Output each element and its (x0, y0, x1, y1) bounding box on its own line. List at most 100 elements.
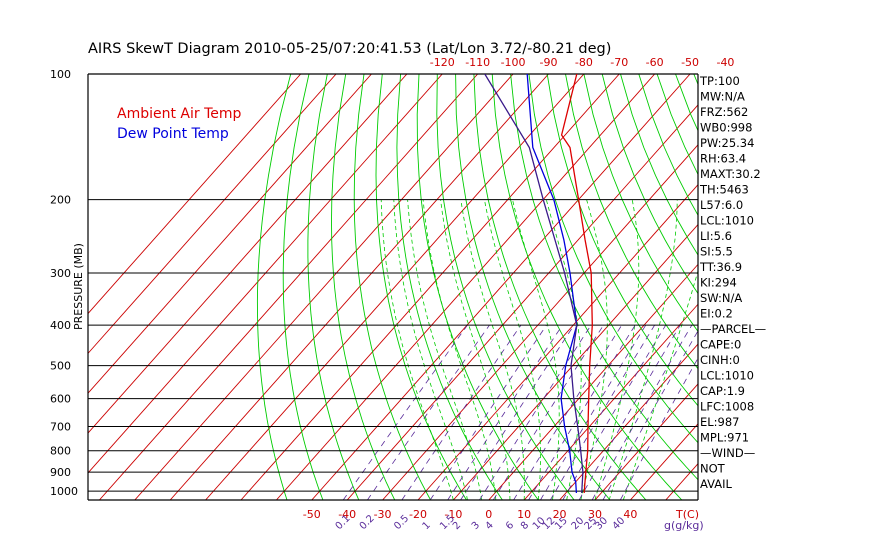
isotherm-line (594, 383, 698, 500)
moist-adiabat-line (484, 199, 541, 500)
dry-adiabat-line (416, 74, 539, 500)
isobars (87, 73, 699, 501)
index-value: CINH:0 (700, 353, 740, 367)
mixing-ratio-label: 6 (504, 520, 516, 532)
index-value: SI:5.5 (700, 245, 733, 259)
isotherm-line (276, 74, 656, 500)
top-temp-tick-label: -50 (681, 56, 699, 69)
mixing-ratio-label: 2 (451, 520, 463, 532)
series-line-ambient-air-temp (560, 74, 593, 494)
dry-adiabat-line (601, 74, 698, 295)
moist-adiabat-line (622, 269, 698, 500)
index-value: PW:25.34 (700, 136, 754, 150)
mixing-ratio-line (460, 324, 575, 500)
dry-adiabat-line (491, 74, 683, 500)
mixing-ratio-line (619, 357, 698, 500)
mixing-ratio-line (367, 324, 490, 500)
top-temp-tick-label: -60 (646, 56, 664, 69)
dry-adiabat-line (396, 74, 503, 500)
index-value: EL:987 (700, 415, 740, 429)
mixing-ratio-line (562, 324, 667, 500)
dry-adiabat-line (528, 74, 698, 444)
index-value: —WIND— (700, 446, 755, 460)
dry-adiabat-line (767, 74, 870, 500)
top-temp-tick-label: -90 (539, 56, 557, 69)
mixing-ratio-line (540, 324, 647, 500)
mixing-ratio-line (591, 324, 693, 500)
moist-adiabat-line (580, 199, 608, 500)
index-value: LCL:1010 (700, 214, 754, 228)
mixing-ratio-line (479, 324, 592, 500)
labels: AIRS SkewT Diagram 2010-05-25/07:20:41.5… (72, 41, 704, 532)
mixing-ratio-line (602, 330, 698, 500)
bottom-temp-tick-label: -30 (374, 508, 392, 521)
index-value: AVAIL (700, 477, 733, 491)
index-value: WB0:998 (700, 121, 752, 135)
mixing-ratio-line (429, 324, 547, 500)
pressure-tick-label: 1000 (50, 485, 78, 498)
isotherm-line (88, 74, 443, 474)
top-temp-tick-label: -100 (501, 56, 526, 69)
dry-adiabat-line (620, 74, 698, 256)
isotherm-line (88, 74, 337, 355)
dry-adiabat-line (804, 74, 870, 500)
series-line-dew-point-temp (526, 74, 578, 494)
dry-adiabat-line (785, 74, 870, 500)
chart-title: AIRS SkewT Diagram 2010-05-25/07:20:41.5… (88, 41, 611, 57)
dry-adiabat-line (656, 74, 698, 176)
pressure-tick-label: 300 (50, 267, 71, 280)
isotherm-line (346, 104, 698, 500)
moist-adiabat-line (380, 199, 454, 500)
pressure-tick-label: 500 (50, 360, 71, 373)
index-value: LI:5.6 (700, 229, 732, 243)
bottom-temp-tick-label: -50 (303, 508, 321, 521)
bottom-temp-tick-label: 0 (485, 508, 492, 521)
dry-adiabat-line (583, 74, 698, 333)
index-value: TH:5463 (699, 183, 749, 197)
index-value: LFC:1008 (700, 400, 754, 414)
top-temp-tick-label: -70 (610, 56, 628, 69)
bottom-temp-tick-label: -40 (338, 508, 356, 521)
mixing-ratio-line (528, 324, 636, 500)
index-value: CAP:1.9 (700, 384, 745, 398)
pressure-tick-label: 900 (50, 466, 71, 479)
dry-adiabat-line (436, 74, 575, 500)
index-value: TT:36.9 (699, 260, 742, 274)
pressure-tick-label: 800 (50, 445, 71, 458)
moist-adiabat-line (393, 199, 468, 500)
pressure-tick-label: 200 (50, 194, 71, 207)
moist-adiabat-line (512, 199, 560, 500)
dry-adiabat-line (822, 74, 870, 500)
pressure-tick-label: 600 (50, 393, 71, 406)
dry-adiabat-line (546, 74, 698, 407)
legend-ambient-air-temp: Ambient Air Temp (117, 106, 242, 122)
mixing-ratio-line (578, 324, 681, 500)
pressure-tick-label: 100 (50, 68, 71, 81)
moist-adiabat-line (440, 199, 511, 500)
top-temp-tick-label: -120 (430, 56, 455, 69)
dry-adiabat-line (353, 74, 431, 500)
index-value: MAXT:30.2 (700, 167, 761, 181)
moist-adiabat-line (460, 199, 525, 500)
isotherm-line (134, 74, 514, 500)
mixing-ratio-label: 8 (519, 520, 531, 532)
bottom-temp-tick-label: 20 (553, 508, 567, 521)
isotherm-line (240, 74, 620, 500)
isotherm-line (665, 463, 698, 500)
bottom-temp-tick-label: -20 (409, 508, 427, 521)
profiles (484, 74, 593, 494)
mixing-ratio-label: 4 (484, 520, 496, 532)
dry-adiabat-line (473, 74, 647, 500)
series-line-parcel-path (484, 74, 584, 494)
index-value: NOT (700, 462, 726, 476)
bottom-temp-tick-label: -10 (444, 508, 462, 521)
isotherm-line (88, 74, 408, 434)
isotherm-line (488, 263, 698, 500)
isotherm-line (88, 74, 372, 394)
index-value: RH:63.4 (700, 152, 746, 166)
index-value: MPL:971 (700, 431, 749, 445)
pressure-tick-label: 400 (50, 319, 71, 332)
isotherm-line (205, 74, 585, 500)
dry-adiabat-line (307, 74, 360, 500)
